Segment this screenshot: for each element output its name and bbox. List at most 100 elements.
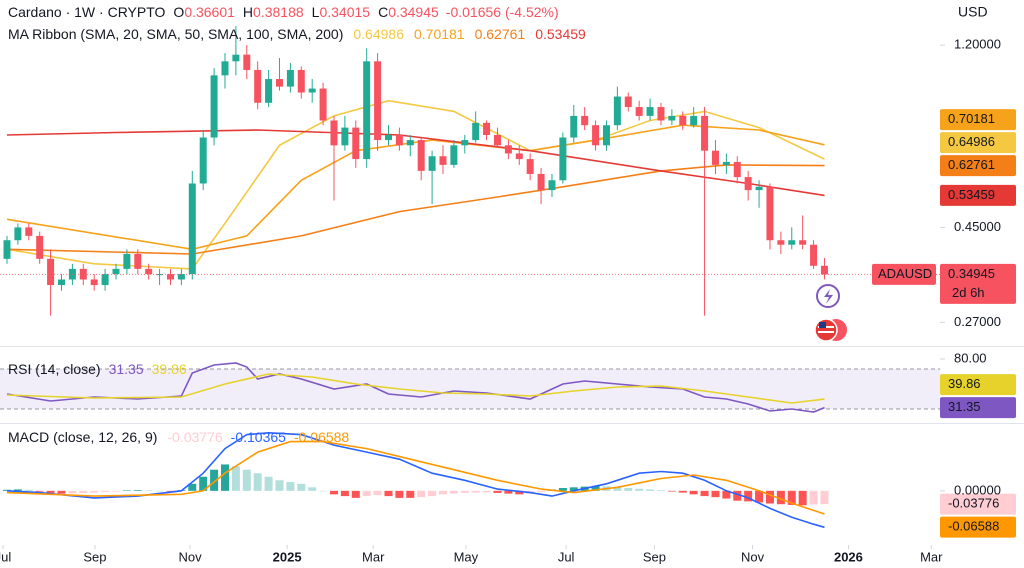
histogram-bar <box>438 490 447 495</box>
candle-body <box>47 258 55 286</box>
legend-item: RSI (14, close) <box>8 361 101 377</box>
histogram-bar <box>689 490 698 495</box>
histogram-bar <box>613 487 622 491</box>
indicator-line <box>6 440 825 515</box>
histogram-bar <box>373 490 382 496</box>
histogram-bar <box>35 490 44 492</box>
legend-item: -0.10365 <box>231 429 286 445</box>
histogram-bar <box>79 490 88 493</box>
histogram-bar <box>591 485 600 491</box>
candle-body <box>243 54 251 70</box>
histogram-bar <box>286 482 295 491</box>
candle-body <box>14 227 22 241</box>
histogram-bar <box>798 490 807 506</box>
histogram-bar <box>624 488 633 491</box>
legend-item: 0.38188 <box>253 4 304 20</box>
x-tick-label: Mar <box>920 549 943 564</box>
x-tick-label: 2025 <box>273 549 302 564</box>
alert-bolt[interactable] <box>824 289 833 304</box>
candle-body <box>613 96 621 126</box>
legend: RSI (14, close) 31.35 39.86 <box>8 361 187 377</box>
event-icon[interactable] <box>814 318 847 342</box>
candle-body <box>439 156 447 165</box>
legend: MACD (close, 12, 26, 9) -0.03776 -0.10365-… <box>8 429 349 445</box>
legend-item: -0.06588 <box>294 429 349 445</box>
histogram-bar <box>68 490 77 494</box>
histogram-bar <box>220 464 229 491</box>
candle-body <box>635 107 643 116</box>
alert-icon[interactable] <box>816 284 840 308</box>
candle-body <box>711 150 719 165</box>
histogram-bar <box>351 490 360 498</box>
price-label: 0.53459 <box>948 187 995 202</box>
candle-body <box>472 122 480 141</box>
histogram-bar <box>111 490 120 492</box>
candle-body <box>657 107 665 121</box>
price-label: -0.03776 <box>948 496 999 511</box>
candle-body <box>406 140 414 146</box>
candle-body <box>766 186 774 241</box>
y-tick-label: 80.00 <box>954 350 987 365</box>
candle-body <box>504 145 512 154</box>
price-label-box <box>940 374 1016 396</box>
price-label-box <box>940 397 1016 419</box>
histogram-bar <box>395 490 404 498</box>
histogram-bar <box>329 490 338 495</box>
histogram-bar <box>417 490 426 498</box>
x-tick-label: Mar <box>362 549 385 564</box>
candle-body <box>341 127 349 146</box>
candle-body <box>679 115 687 126</box>
x-tick-label: Jul <box>558 549 575 564</box>
label-layer: 0.53459 0.62761 0.64986 0.70181 31.35 39.86 -0… <box>872 109 1016 538</box>
histogram-bar <box>264 476 273 491</box>
y-tick-label: 0.45000 <box>954 219 1001 234</box>
candle-body <box>799 240 807 245</box>
histogram-bar <box>569 487 578 491</box>
histogram-bar <box>46 490 55 493</box>
histogram-bar <box>428 490 437 497</box>
price-label: 31.35 <box>948 399 981 414</box>
histogram-bar <box>24 489 33 491</box>
legend-item: 0.64986 <box>353 26 404 42</box>
candle-body <box>537 173 545 191</box>
candle-body <box>559 137 567 181</box>
histogram-bar <box>515 490 524 495</box>
histogram-bar <box>144 490 153 491</box>
legend: Cardano · 1W · CRYPTO O0.36601 H0.38188 L0.… <box>8 4 559 20</box>
histogram-bar <box>744 490 753 502</box>
candle-body <box>417 140 425 171</box>
candle-body <box>36 235 44 259</box>
histogram-bar <box>493 490 502 493</box>
legend-item: Cardano · 1W · CRYPTO <box>8 4 166 20</box>
candle-body <box>483 122 491 135</box>
legend-item: -0.01656 (-4.52%) <box>446 4 559 20</box>
candle-body <box>788 240 796 245</box>
candle-body <box>177 274 185 280</box>
legend-item: 31.35 <box>109 361 144 377</box>
candle-body <box>810 244 818 266</box>
histogram-bar <box>297 483 306 491</box>
candle-body <box>570 115 578 138</box>
histogram-bar <box>646 489 655 491</box>
legend-item: C <box>378 4 388 20</box>
currency: USD <box>958 4 988 20</box>
candle-body <box>581 115 589 126</box>
histogram-bar <box>656 490 665 491</box>
candle-body <box>515 153 523 160</box>
price-label: 39.86 <box>948 376 981 391</box>
histogram-bar <box>755 490 764 503</box>
legend-item: 0.53459 <box>535 26 586 42</box>
pane <box>2 431 829 529</box>
candle-body <box>777 240 785 245</box>
price-label-box <box>940 184 1016 206</box>
histogram-bar <box>210 469 219 491</box>
histogram-bar <box>471 490 480 493</box>
histogram-bar <box>166 490 175 492</box>
histogram-bar <box>635 488 644 491</box>
histogram-bar <box>384 490 393 497</box>
indicator-line <box>6 373 825 404</box>
histogram-bar <box>406 490 415 498</box>
candle-body <box>690 115 698 126</box>
candle-body <box>265 79 273 103</box>
